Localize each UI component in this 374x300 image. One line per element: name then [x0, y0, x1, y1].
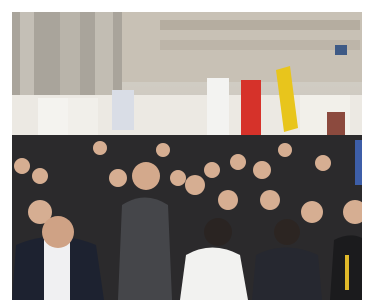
booth-panel: [112, 90, 134, 130]
white-shirt: [180, 248, 248, 300]
sign: [335, 45, 347, 55]
pillar: [95, 12, 113, 97]
pillar: [60, 12, 80, 97]
facade-band: [160, 40, 360, 50]
facade-band: [160, 20, 360, 30]
blue-jacket: [355, 140, 362, 185]
photo: [12, 12, 367, 300]
shirt: [44, 240, 70, 300]
dark-suit: [252, 248, 322, 300]
head: [42, 216, 74, 248]
page: [0, 0, 374, 300]
pillar: [20, 12, 34, 97]
stripe: [345, 255, 349, 290]
head: [132, 162, 160, 190]
photo-frame: [0, 0, 374, 300]
gray-suit: [118, 198, 172, 300]
poster: [327, 112, 345, 138]
head-back: [274, 219, 300, 245]
head-back: [204, 218, 232, 246]
